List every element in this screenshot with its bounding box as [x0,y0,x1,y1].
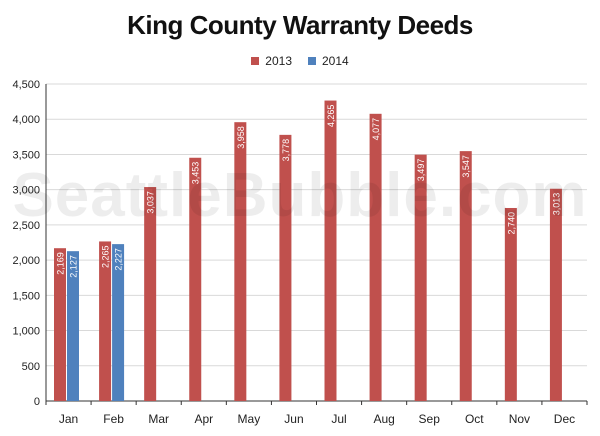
chart-title: King County Warranty Deeds [127,10,473,40]
data-label: 2,169 [56,252,66,275]
x-tick-label: Mar [148,412,169,426]
data-label: 3,013 [551,193,561,216]
y-tick-label: 3,000 [12,185,40,197]
bar-2013-mar [144,187,157,401]
bar-2013-apr [189,157,202,401]
y-tick-label: 3,500 [12,149,40,161]
legend-label-2014: 2014 [322,54,349,68]
y-tick-label: 2,500 [12,220,40,232]
legend: 2013 2014 [0,54,600,68]
bar-2014-jan [67,251,79,401]
x-tick-label: Jan [59,412,78,426]
bar-2013-feb [99,241,112,401]
x-tick-label: Feb [103,412,124,426]
y-tick-label: 500 [22,361,40,373]
bar-2014-feb [112,244,125,401]
bar-2013-sep [414,154,427,401]
legend-swatch-2013 [251,57,260,65]
bar-2013-jan [54,248,66,401]
data-label: 2,740 [506,212,516,235]
legend-item-2014: 2014 [308,54,349,68]
data-label: 2,265 [101,245,111,268]
data-label: 3,497 [416,159,426,182]
data-label: 3,037 [146,191,156,214]
legend-item-2013: 2013 [251,54,292,68]
x-tick-label: Sep [419,412,441,426]
data-label: 3,547 [461,155,471,178]
y-tick-label: 1,000 [12,326,40,338]
bar-2013-dec [549,188,562,401]
bar-2013-jun [279,134,292,401]
data-label: 4,265 [326,105,336,128]
x-tick-label: Jun [284,412,303,426]
bar-2013-jul [324,100,337,401]
x-tick-label: Aug [373,412,394,426]
data-label: 4,077 [371,118,381,141]
x-tick-label: May [238,412,261,426]
y-tick-label: 1,500 [12,290,40,302]
x-tick-label: Jul [331,412,346,426]
bar-2013-oct [459,151,472,401]
data-label: 3,958 [236,126,246,149]
x-tick-label: Nov [509,412,530,426]
y-tick-label: 0 [34,396,40,408]
y-tick-label: 4,500 [12,79,40,91]
bar-2013-may [234,122,247,402]
bar-2013-nov [504,207,517,401]
y-tick-label: 4,000 [12,114,40,126]
y-tick-label: 2,000 [12,255,40,267]
x-tick-label: Oct [465,412,484,426]
data-label: 3,778 [281,139,291,162]
x-tick-label: Apr [194,412,213,426]
legend-swatch-2014 [308,57,316,65]
legend-label-2013: 2013 [265,54,292,68]
bar-2013-aug [369,113,382,401]
data-label: 2,127 [69,255,79,278]
data-label: 3,453 [191,162,201,185]
x-tick-label: Dec [554,412,575,426]
data-label: 2,227 [114,248,124,271]
